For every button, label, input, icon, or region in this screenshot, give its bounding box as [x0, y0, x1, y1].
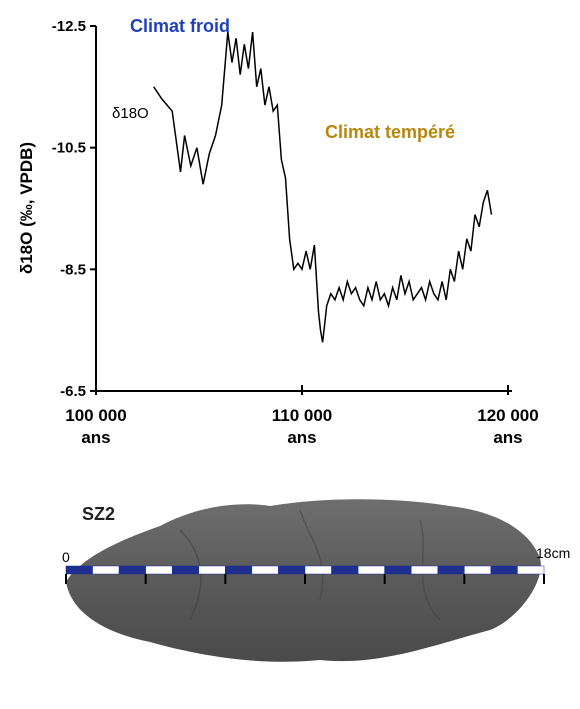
- y-tick-label: -12.5: [52, 18, 86, 35]
- stone-sample: [66, 499, 541, 662]
- scale-bar-segment: [490, 565, 518, 575]
- scale-bar-segment: [437, 565, 465, 575]
- y-axis-label: δ18O (‰, VPDB): [17, 142, 36, 274]
- scale-bar-segment: [410, 565, 439, 575]
- scale-bar: [65, 565, 545, 584]
- scale-bar-segment: [92, 565, 120, 575]
- scale-bar-segment: [118, 565, 146, 575]
- scale-bar-segment: [145, 565, 173, 575]
- chart-axes: [95, 26, 512, 392]
- x-tick-unit-label: ans: [287, 428, 316, 447]
- scale-end-label: 18cm: [536, 545, 570, 561]
- scale-start-label: 0: [62, 549, 70, 565]
- y-tick-label: -10.5: [52, 140, 86, 157]
- y-tick-label: -8.5: [60, 261, 86, 278]
- x-ticks: 100 000 ans 110 000 ans 120 000 ans: [65, 385, 539, 447]
- scale-bar-segment: [225, 565, 253, 575]
- scale-bar-segment: [65, 565, 93, 575]
- stone-crack: [299, 509, 324, 601]
- annotation-cold-climate: Climat froid: [130, 16, 230, 36]
- y-ticks: -12.5 -10.5 -8.5 -6.5: [52, 18, 96, 400]
- scale-bar-segment: [464, 565, 492, 575]
- series-label: δ18O: [112, 105, 149, 122]
- x-tick-label: 110 000: [272, 406, 333, 425]
- scale-bar-segment: [517, 565, 545, 575]
- scale-bar-segment: [251, 565, 279, 575]
- x-tick-unit-label: ans: [493, 428, 522, 447]
- scale-bar-segment: [171, 565, 200, 575]
- scale-bar-segment: [304, 565, 332, 575]
- scale-bar-segment: [357, 565, 385, 575]
- x-tick-unit-label: ans: [81, 428, 110, 447]
- annotation-temperate-climate: Climat tempéré: [325, 122, 455, 142]
- series-line-d18o: [153, 31, 493, 343]
- sample-label: SZ2: [82, 504, 115, 524]
- scale-bar-segment: [198, 565, 226, 575]
- x-tick-label: 120 000: [477, 406, 538, 425]
- scale-bar-segment: [384, 565, 412, 575]
- x-tick-label: 100 000: [65, 406, 126, 425]
- y-tick-label: -6.5: [60, 383, 86, 400]
- scale-bar-segment: [331, 565, 359, 575]
- scale-bar-segment: [278, 565, 306, 575]
- sample-photo: SZ2 0 18cm: [62, 499, 570, 662]
